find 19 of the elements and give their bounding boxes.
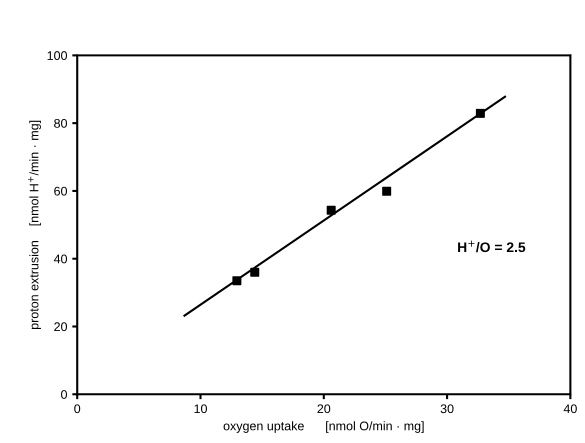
x-tick-label: 30 [440,404,454,414]
point [326,206,336,215]
point [382,186,392,196]
y-tick-label: 100 [48,51,68,60]
x-tick-label: 0 [74,404,80,414]
point [476,108,485,118]
y-tick-label: 40 [54,254,68,264]
x-tick-label: 20 [317,404,330,414]
x-tick-label: 40 [564,404,577,414]
point [250,268,260,277]
point [232,276,242,286]
annotation: H$^{+}$/O = 2.5 [458,240,526,252]
x-tick-label: 10 [194,404,207,414]
y-tick-label: 20 [54,322,68,332]
y-axis-title: proton extrusion [nmol H$^{+}$/min · mg] [28,120,41,330]
y-tick-label: 80 [54,118,68,128]
x-axis-title: oxygen uptake [nmol O/min · mg] [224,421,424,433]
y-tick-label: 0 [61,390,68,399]
y-tick-label: 60 [54,186,68,196]
